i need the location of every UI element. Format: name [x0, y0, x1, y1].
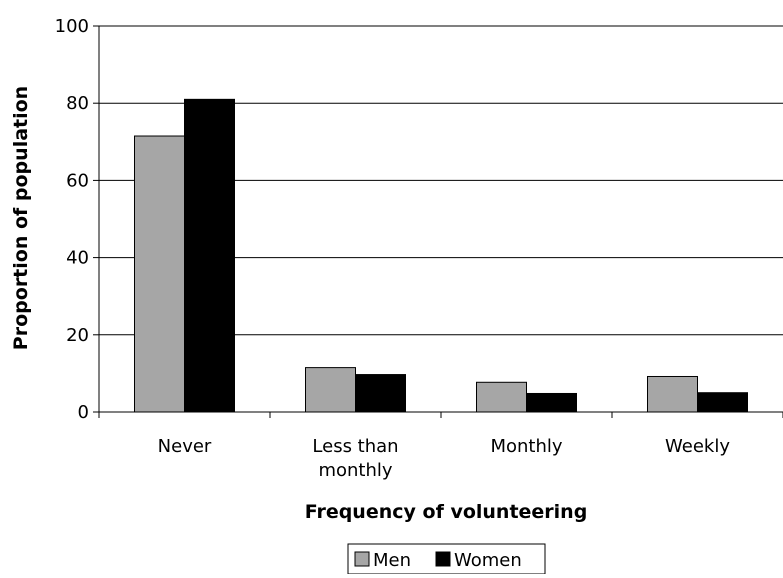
bar-women-2 — [526, 392, 577, 413]
x-category-label: Weekly — [665, 436, 730, 457]
y-tick-label: 60 — [66, 170, 89, 191]
x-category-label: Never — [158, 436, 212, 457]
y-axis-title: Proportion of population — [10, 86, 32, 350]
x-category-label: monthly — [318, 460, 392, 481]
bar-men-0 — [134, 135, 185, 413]
bar-women-0 — [184, 98, 235, 413]
bar-men-2 — [476, 381, 527, 413]
y-tick-label: 0 — [78, 402, 89, 423]
y-tick-label: 80 — [66, 93, 89, 114]
y-tick-label: 20 — [66, 325, 89, 346]
bars — [134, 98, 748, 413]
axes: 0 20 40 60 80 100 Never Less than monthly Monthly… — [55, 16, 783, 481]
legend-label-men: Men — [373, 550, 411, 571]
legend-swatch-men — [354, 551, 370, 567]
legend-label-women: Women — [454, 550, 522, 571]
bar-women-1 — [355, 374, 406, 413]
y-tick-label: 100 — [55, 16, 89, 37]
legend: Men Women — [347, 543, 546, 575]
y-tick-label: 40 — [66, 248, 89, 269]
x-axis-title: Frequency of volunteering — [305, 501, 588, 523]
bar-men-1 — [305, 367, 356, 413]
bar-women-3 — [697, 392, 748, 413]
bar-men-3 — [647, 375, 698, 413]
legend-swatch-women — [435, 551, 451, 567]
x-category-label: Less than — [312, 436, 398, 457]
x-category-label: Monthly — [490, 436, 562, 457]
